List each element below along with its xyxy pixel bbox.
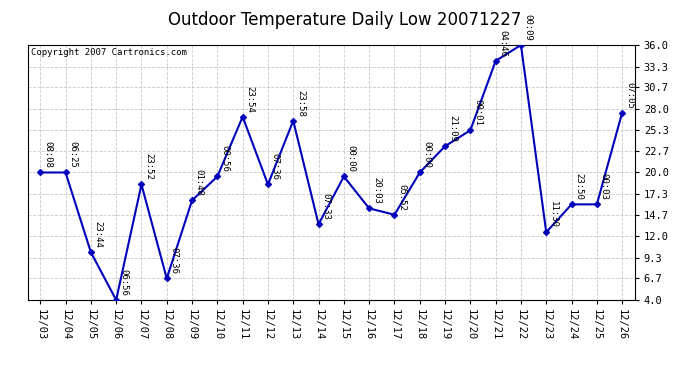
Text: 07:36: 07:36	[170, 248, 179, 274]
Text: 23:50: 23:50	[574, 173, 583, 200]
Text: 20:03: 20:03	[372, 177, 381, 204]
Text: 00:56: 00:56	[220, 146, 229, 172]
Text: 23:58: 23:58	[296, 90, 305, 117]
Text: 00:09: 00:09	[524, 14, 533, 41]
Text: 01:48: 01:48	[195, 170, 204, 196]
Text: 00:00: 00:00	[346, 146, 355, 172]
Text: 00:00: 00:00	[422, 141, 431, 168]
Text: 05:52: 05:52	[397, 184, 406, 211]
Text: 08:08: 08:08	[43, 141, 52, 168]
Text: 23:54: 23:54	[246, 86, 255, 112]
Text: 06:56: 06:56	[119, 269, 128, 296]
Text: Copyright 2007 Cartronics.com: Copyright 2007 Cartronics.com	[30, 48, 186, 57]
Text: 21:09: 21:09	[448, 115, 457, 142]
Text: 06:25: 06:25	[68, 141, 77, 168]
Text: 23:52: 23:52	[144, 153, 153, 180]
Text: 23:44: 23:44	[94, 221, 103, 248]
Text: 07:36: 07:36	[270, 153, 279, 180]
Text: Outdoor Temperature Daily Low 20071227: Outdoor Temperature Daily Low 20071227	[168, 11, 522, 29]
Text: 00:03: 00:03	[600, 173, 609, 200]
Text: 04:46: 04:46	[498, 30, 507, 57]
Text: 07:05: 07:05	[625, 82, 634, 109]
Text: 11:30: 11:30	[549, 201, 558, 228]
Text: 07:33: 07:33	[322, 193, 331, 220]
Text: 00:01: 00:01	[473, 99, 482, 126]
